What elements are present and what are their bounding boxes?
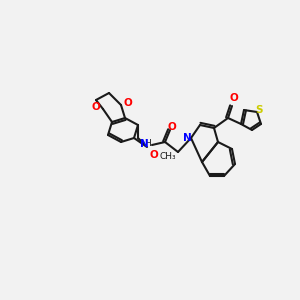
Text: O: O bbox=[230, 93, 238, 103]
Text: O: O bbox=[91, 102, 100, 112]
Text: O: O bbox=[150, 150, 159, 160]
Text: O: O bbox=[124, 98, 133, 108]
Text: S: S bbox=[255, 105, 263, 115]
Text: CH₃: CH₃ bbox=[159, 152, 175, 161]
Text: N: N bbox=[140, 139, 148, 149]
Text: H: H bbox=[144, 139, 151, 148]
Text: N: N bbox=[183, 133, 191, 143]
Text: O: O bbox=[168, 122, 176, 132]
